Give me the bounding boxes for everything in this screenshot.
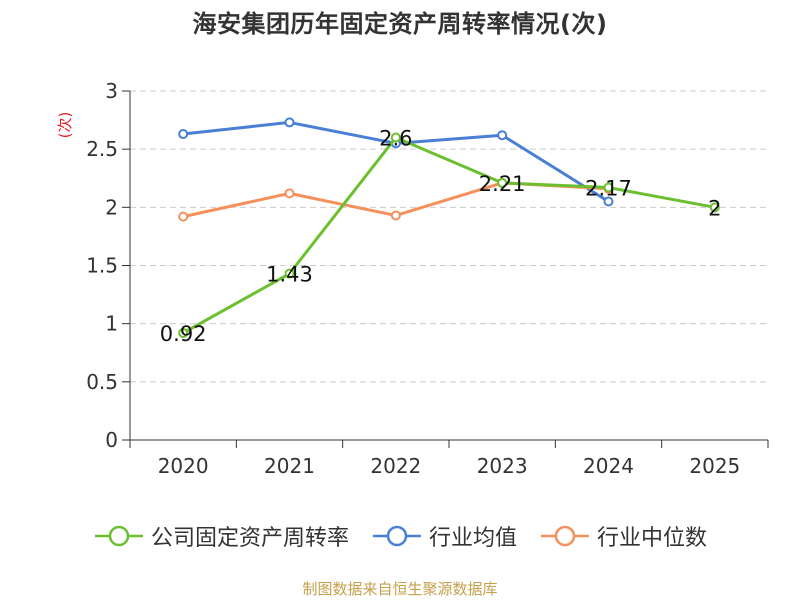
series-2-point-2022 (390, 210, 401, 221)
y-tick-label: 2 (105, 195, 118, 219)
y-axis-label: (次) (56, 112, 74, 139)
series-line-0 (182, 136, 716, 335)
x-tick-label-2024: 2024 (583, 454, 634, 478)
x-tick-label-2022: 2022 (370, 454, 421, 478)
axes: 0 0.5 1 1.5 2 2.5 3 2020 2021 2022 2023 2024 2025 (86, 79, 769, 478)
x-tick-label-2025: 2025 (689, 454, 740, 478)
y-tick-label: 3 (105, 79, 118, 103)
series-layer (178, 117, 720, 338)
legend-label: 行业均值 (428, 526, 517, 551)
series-0-point-2023 (497, 177, 508, 188)
series-0-point-2025 (709, 202, 720, 213)
series-2-point-2020 (178, 211, 189, 222)
legend-item-1: 行业均值 (371, 520, 517, 552)
legend-label: 公司固定资产周转率 (150, 526, 349, 551)
y-tick-label: 0 (105, 428, 118, 452)
series-0-point-2024 (603, 182, 614, 193)
x-tick-label-2023: 2023 (477, 454, 528, 478)
source-note: 制图数据来自恒生聚源数据库 (302, 580, 498, 598)
x-tick-label-2020: 2020 (158, 454, 209, 478)
data-label-2022: 2.6 (379, 127, 412, 151)
data-label-2025: 2 (708, 196, 721, 220)
y-tick-label: 1 (105, 312, 118, 336)
series-2-point-2021 (284, 188, 295, 199)
data-label-2021: 1.43 (266, 263, 313, 287)
series-1-point-2020 (178, 129, 189, 140)
legend-item-0: 公司固定资产周转率 (93, 520, 349, 552)
data-label-2023: 2.21 (479, 172, 526, 196)
series-1-point-2024 (603, 196, 614, 207)
data-labels: 0.92 1.43 2.6 2.21 2.17 2 (160, 127, 722, 346)
x-tick-label-2021: 2021 (264, 454, 315, 478)
legend-marker-icon (94, 525, 143, 547)
legend-item-2: 行业中位数 (539, 520, 707, 552)
y-tick-label: 1.5 (86, 254, 118, 278)
series-1-point-2023 (497, 130, 508, 141)
legend-marker-icon (541, 525, 589, 547)
y-tick-label: 0.5 (86, 370, 118, 394)
series-0-point-2022 (390, 132, 401, 143)
legend-marker-icon (372, 525, 421, 547)
series-1-point-2021 (284, 117, 295, 128)
data-label-2024: 2.17 (585, 177, 632, 201)
legend: 公司固定资产周转率 行业均值 行业中位数 (0, 518, 800, 554)
data-label-2020: 0.92 (160, 322, 207, 346)
chart-title: 海安集团历年固定资产周转率情况(次) (192, 10, 608, 38)
y-tick-label: 2.5 (86, 137, 118, 161)
gridlines (130, 90, 768, 383)
series-0-point-2021 (284, 268, 295, 279)
legend-label: 行业中位数 (597, 526, 708, 551)
series-0-point-2020 (178, 327, 189, 338)
